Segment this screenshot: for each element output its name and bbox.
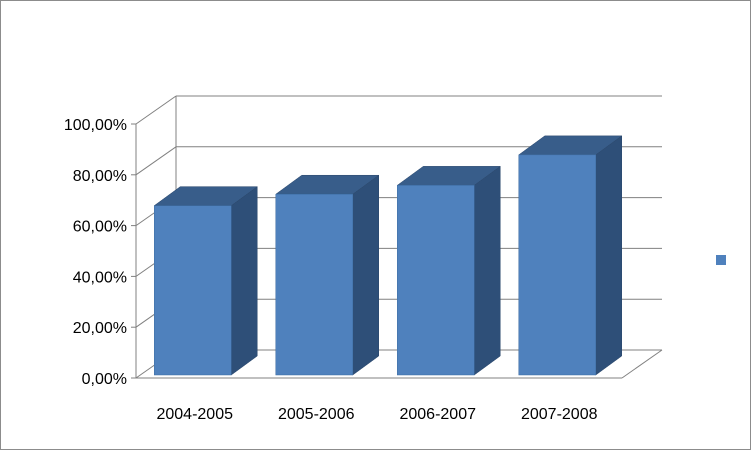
bar-front-face (154, 205, 232, 376)
x-category-label: 2006-2007 (399, 406, 476, 423)
y-tick-label: 0,00% (82, 371, 127, 388)
bar-side-face (595, 135, 622, 376)
x-category-label: 2007-2008 (521, 406, 598, 423)
y-tick-label: 20,00% (73, 320, 127, 337)
bar-2004-2005 (153, 186, 259, 376)
bar-front-face (397, 185, 475, 376)
x-category-label: 2004-2005 (156, 406, 233, 423)
y-axis-tick-labels: 0,00% 20,00% 40,00% 60,00% 80,00% 100,00% (64, 117, 127, 388)
gridline-depth (135, 146, 177, 176)
y-tick-label: 100,00% (64, 117, 127, 134)
bar-2007-2008 (517, 135, 623, 376)
y-tick-label: 80,00% (73, 168, 127, 185)
bar-side-face (231, 186, 258, 376)
bar-2005-2006 (274, 174, 380, 376)
x-axis-category-labels: 2004-2005 2005-2006 2006-2007 2007-2008 (156, 406, 597, 423)
bar-front-face (275, 193, 353, 376)
bar-side-face (352, 174, 379, 376)
bars (153, 135, 623, 376)
legend-swatch (716, 255, 726, 265)
y-tick-label: 60,00% (73, 219, 127, 236)
legend (716, 255, 726, 265)
y-tick-label: 40,00% (73, 269, 127, 286)
gridline-depth (135, 95, 177, 125)
bar-front-face (518, 154, 596, 376)
bar-side-face (474, 165, 501, 376)
bar-2006-2007 (396, 165, 502, 376)
floor-right-edge (621, 349, 663, 379)
x-category-label: 2005-2006 (278, 406, 355, 423)
